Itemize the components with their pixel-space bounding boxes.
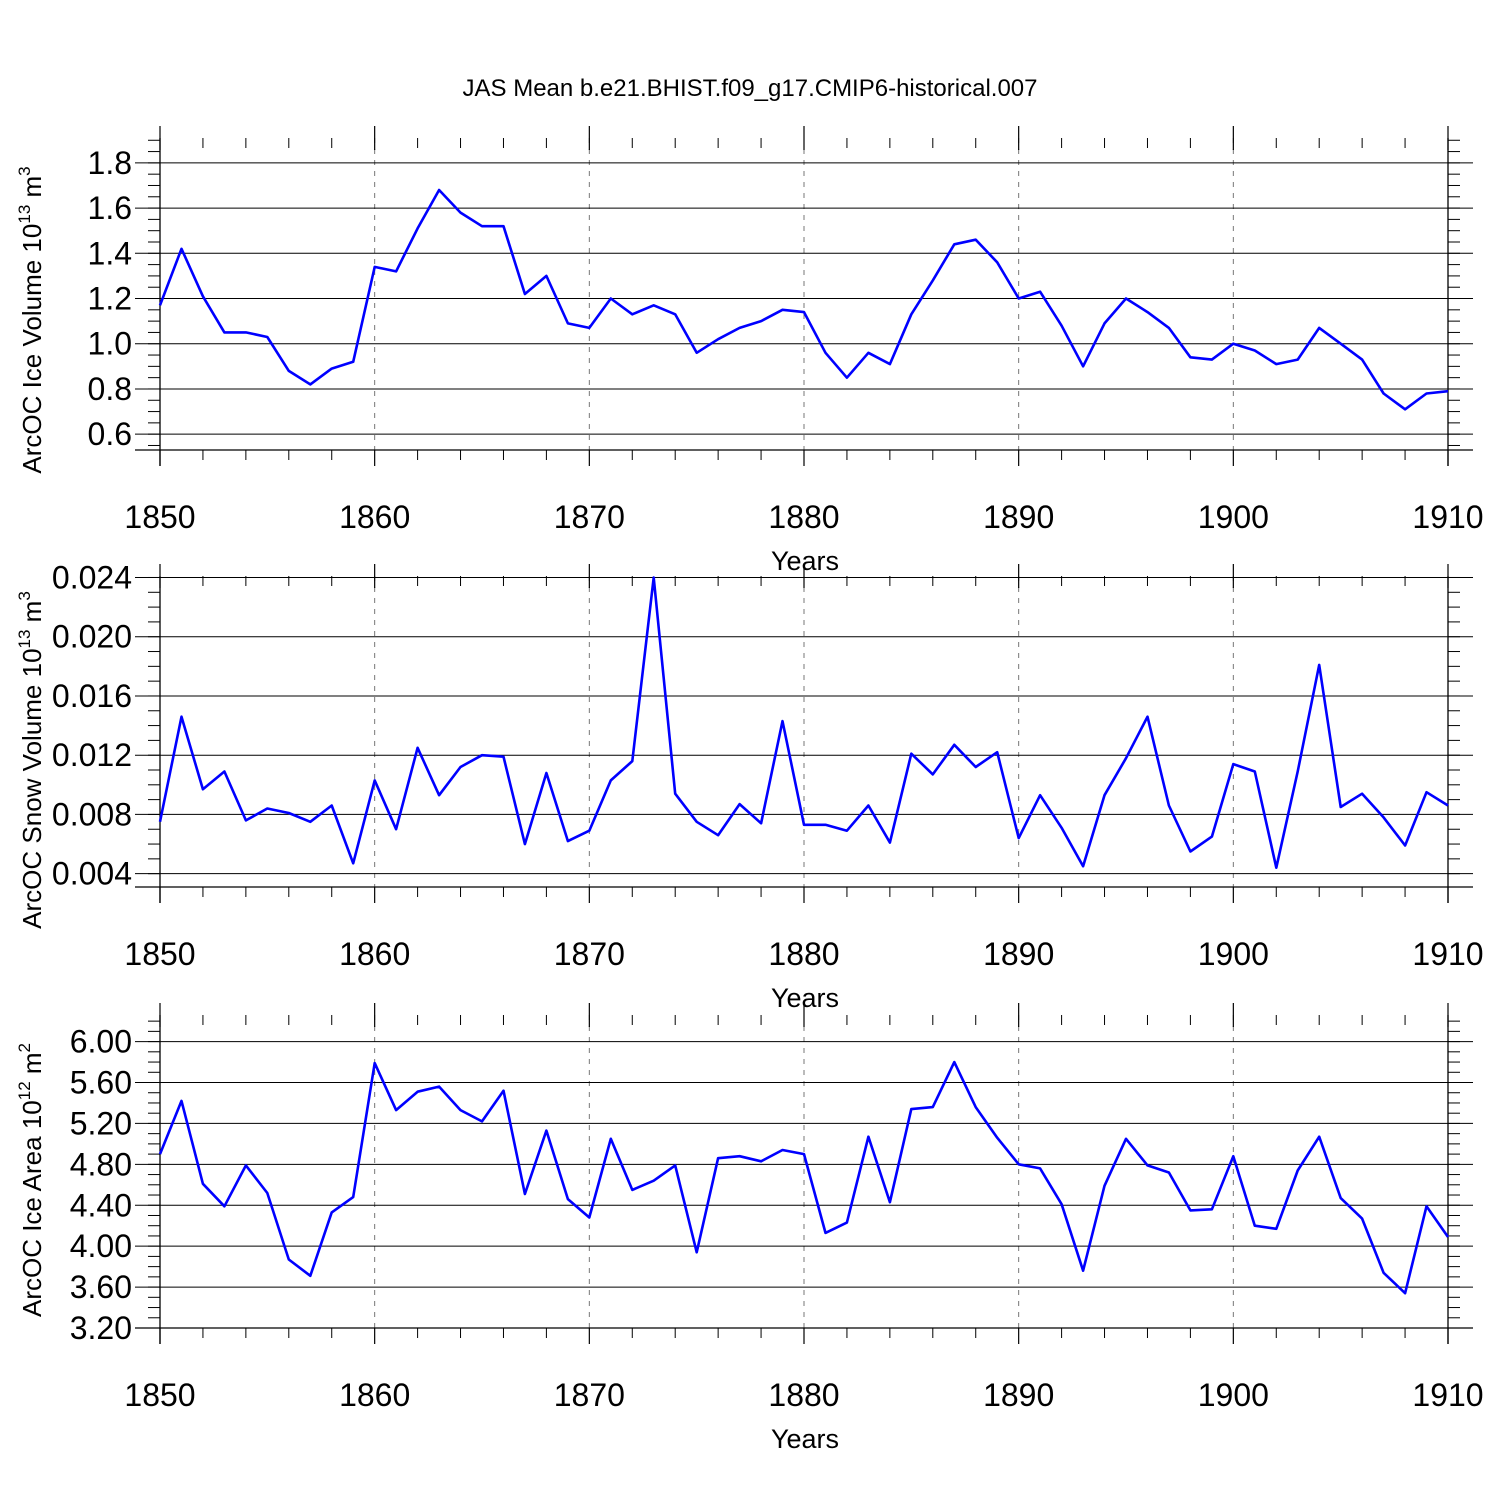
- y-tick-label: 5.20: [70, 1105, 132, 1141]
- x-tick-label: 1910: [1412, 1377, 1483, 1413]
- y-tick-label: 0.6: [88, 416, 132, 452]
- x-tick-label: 1910: [1412, 499, 1483, 535]
- x-tick-label: 1890: [983, 1377, 1054, 1413]
- y-tick-label: 1.8: [88, 145, 132, 181]
- x-tick-label: 1890: [983, 499, 1054, 535]
- x-tick-label: 1870: [554, 936, 625, 972]
- x-tick-label: 1890: [983, 936, 1054, 972]
- y-tick-label: 4.40: [70, 1187, 132, 1223]
- y-tick-label: 0.8: [88, 371, 132, 407]
- y-tick-label: 0.020: [52, 619, 132, 655]
- y-tick-label: 1.2: [88, 281, 132, 317]
- y-tick-label: 6.00: [70, 1024, 132, 1060]
- y-tick-label: 3.20: [70, 1310, 132, 1346]
- y-axis-label: ArcOC Ice Volume 1013 m3: [15, 166, 47, 473]
- x-tick-label: 1900: [1198, 936, 1269, 972]
- y-tick-label: 1.0: [88, 326, 132, 362]
- x-tick-label: 1850: [124, 936, 195, 972]
- y-tick-label: 1.6: [88, 190, 132, 226]
- y-tick-label: 5.60: [70, 1065, 132, 1101]
- y-axis-label: ArcOC Ice Area 1012 m2: [15, 1043, 47, 1317]
- y-tick-label: 0.016: [52, 678, 132, 714]
- x-tick-label: 1860: [339, 1377, 410, 1413]
- series-line: [158, 188, 1449, 411]
- x-tick-label: 1860: [339, 499, 410, 535]
- chart-panel-2: 1850 1860 1870 1880 1890 1900 1910 0.004 0.008 0.…: [15, 559, 1484, 1013]
- x-tick-label: 1910: [1412, 936, 1483, 972]
- x-tick-label: 1880: [768, 1377, 839, 1413]
- y-tick-label: 0.024: [52, 559, 132, 595]
- y-tick-label: 3.60: [70, 1269, 132, 1305]
- x-tick-label: 1870: [554, 1377, 625, 1413]
- x-tick-label: 1850: [124, 499, 195, 535]
- x-axis-label: Years: [771, 1424, 839, 1454]
- y-tick-label: 0.008: [52, 796, 132, 832]
- x-tick-label: 1900: [1198, 499, 1269, 535]
- x-tick-label: 1850: [124, 1377, 195, 1413]
- y-tick-label: 1.4: [88, 235, 132, 271]
- x-axis-label: Years: [771, 546, 839, 576]
- chart-title: JAS Mean b.e21.BHIST.f09_g17.CMIP6-histo…: [463, 75, 1038, 102]
- y-axis-label: ArcOC Snow Volume 1013 m3: [15, 591, 47, 929]
- x-tick-label: 1900: [1198, 1377, 1269, 1413]
- x-axis-label: Years: [771, 983, 839, 1013]
- x-tick-label: 1880: [768, 936, 839, 972]
- y-tick-label: 4.80: [70, 1146, 132, 1182]
- y-tick-label: 4.00: [70, 1228, 132, 1264]
- x-tick-label: 1880: [768, 499, 839, 535]
- y-tick-label: 0.004: [52, 856, 132, 892]
- x-tick-label: 1870: [554, 499, 625, 535]
- y-tick-label: 0.012: [52, 737, 132, 773]
- series-line: [158, 1060, 1450, 1295]
- x-tick-label: 1860: [339, 936, 410, 972]
- chart-panel-3: 1850 1860 1870 1880 1890 1900 1910 3.20 3.60 4.00…: [15, 1003, 1484, 1454]
- chart-panel-1: 1850 1860 1870 1880 1890 1900 1910 0.6 0.8 1.0 1.2…: [15, 126, 1484, 576]
